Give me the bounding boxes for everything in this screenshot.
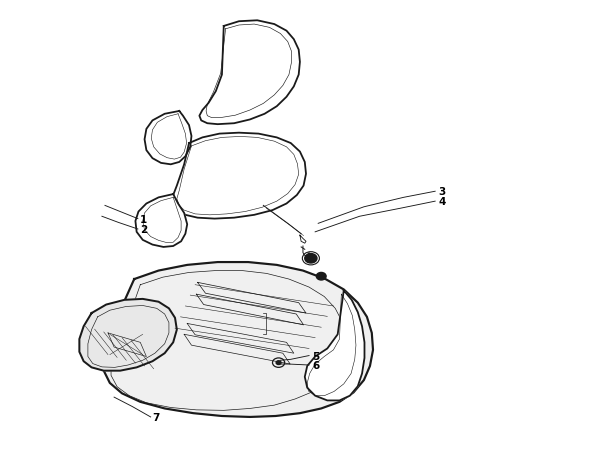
Circle shape: [316, 273, 326, 280]
Text: 2: 2: [140, 225, 147, 235]
Polygon shape: [200, 20, 300, 124]
Text: 4: 4: [439, 197, 446, 207]
Polygon shape: [173, 133, 306, 218]
Text: 6: 6: [312, 361, 319, 371]
Polygon shape: [80, 299, 177, 370]
Polygon shape: [102, 262, 373, 417]
Circle shape: [276, 361, 281, 364]
Text: 5: 5: [312, 352, 319, 361]
Polygon shape: [144, 111, 192, 164]
Text: 1: 1: [140, 215, 147, 225]
Polygon shape: [305, 290, 365, 400]
Text: 7: 7: [152, 413, 160, 423]
Text: 3: 3: [439, 187, 446, 197]
Circle shape: [305, 254, 317, 263]
Polygon shape: [135, 194, 187, 247]
